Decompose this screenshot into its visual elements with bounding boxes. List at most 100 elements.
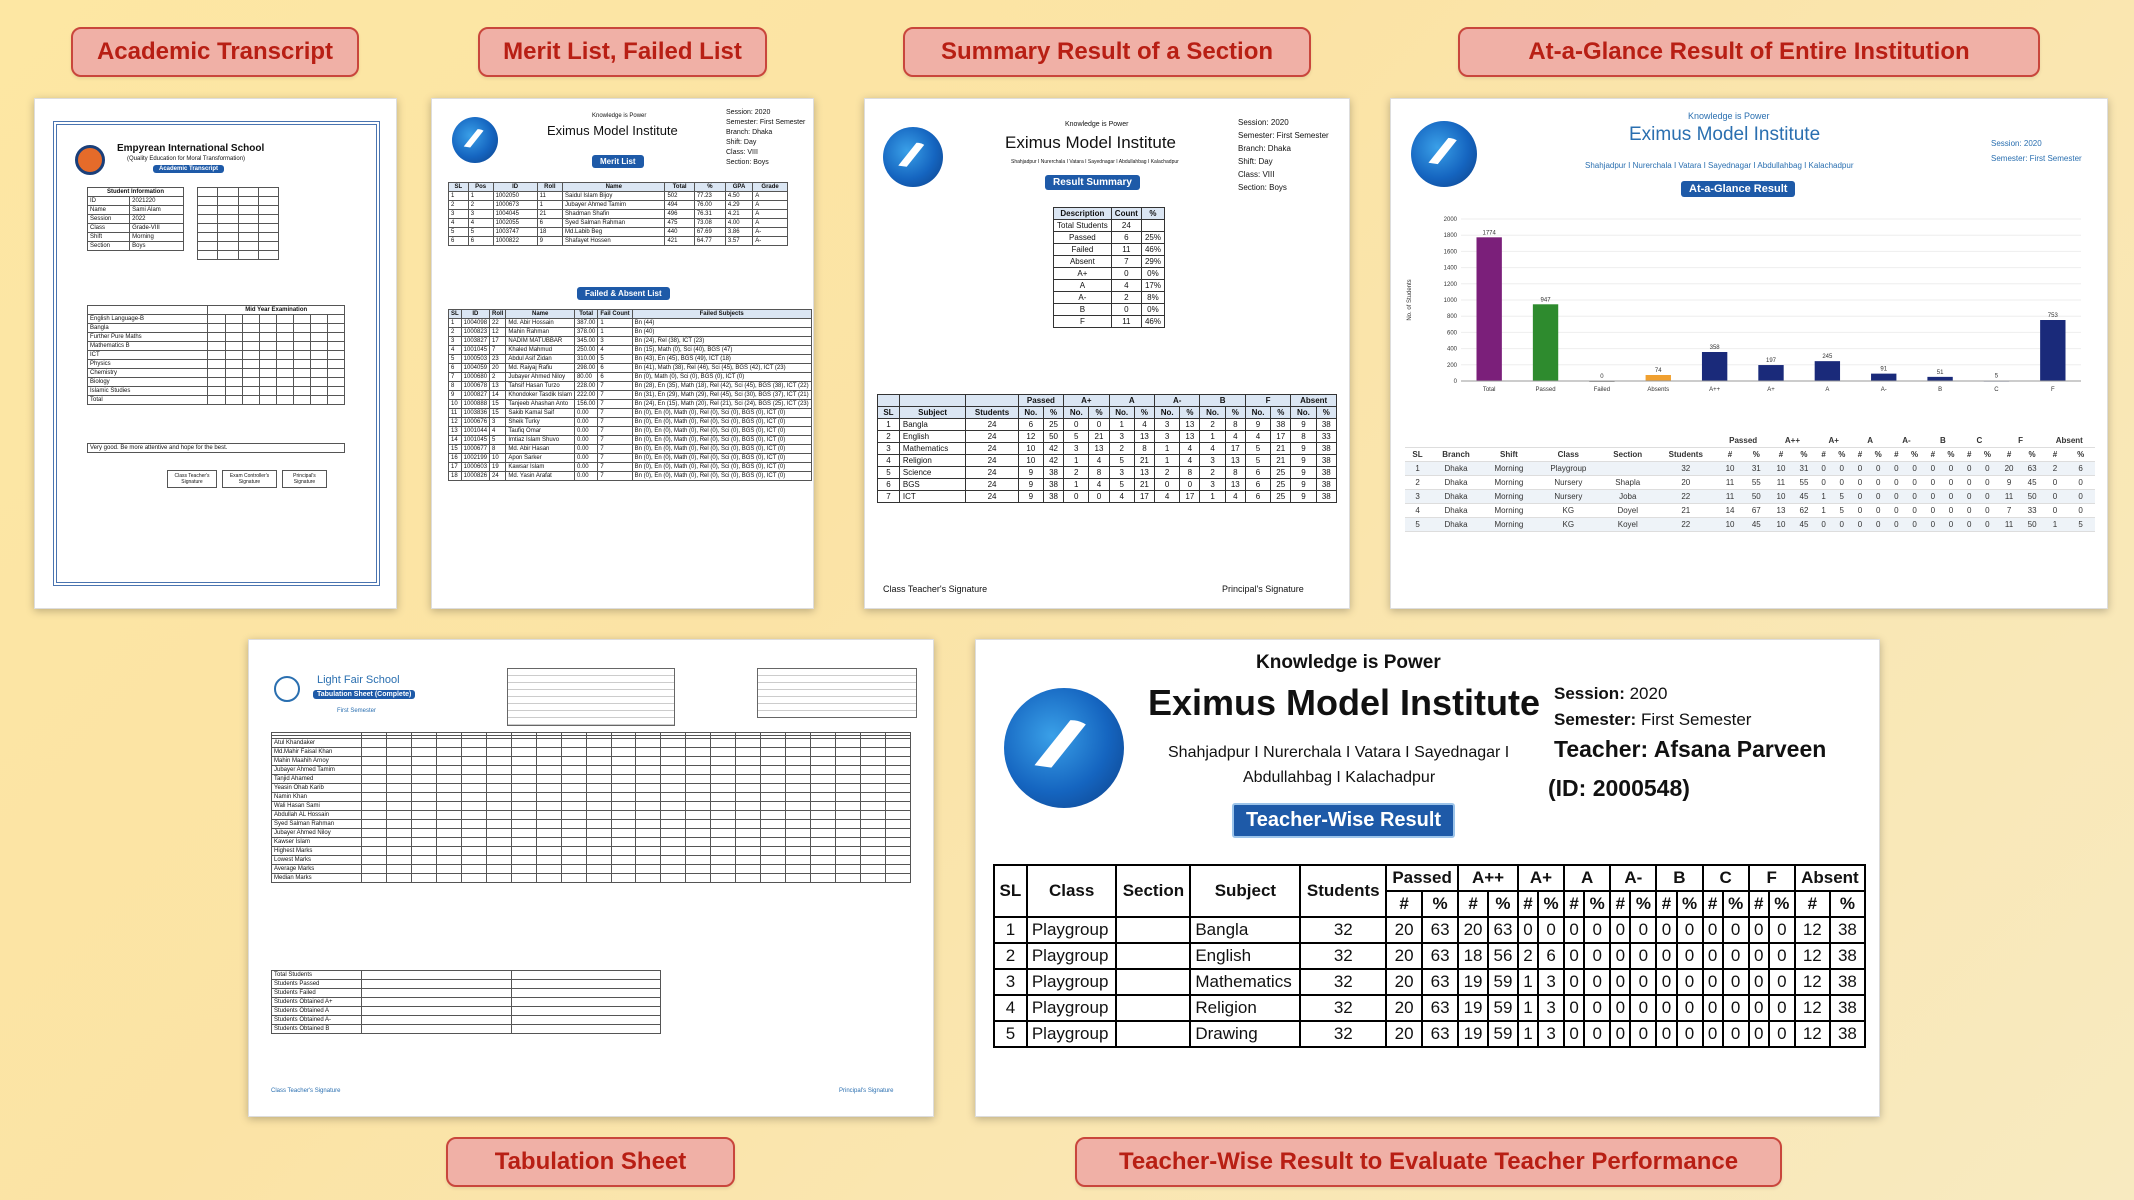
twr-cell: 12 (1793, 916, 1831, 944)
fail-cell: 7 (597, 435, 633, 445)
glance-cell: 3 (1405, 489, 1431, 504)
info-value: Sami Alam (129, 205, 184, 215)
fail-row: 8 1000678 13 Tahsif Hasan Turzo 228.00 7 Bn (2… (448, 381, 812, 391)
tab-student-row-cell (560, 801, 587, 811)
glance-session: Session: 2020 (1991, 139, 2042, 148)
subject-row: Further Pure Maths (86, 332, 346, 342)
glance-cell: 10 (1769, 517, 1793, 532)
teacher-panel: Knowledge is Power Eximus Model Institut… (975, 639, 1880, 1117)
summary-class: Class: VIII (1238, 170, 1275, 179)
subject-mark (224, 314, 243, 324)
sum-cell: 17 (1133, 490, 1156, 503)
merit-cell: 1 (536, 200, 564, 210)
fail-cell: 298.00 (573, 363, 599, 373)
fail-cell: Mahin Rahman (505, 327, 575, 337)
fail-row: 10 1000888 15 Tanjeeb Ahashan Anto 156.00 7 Bn… (448, 399, 812, 409)
tab-student-row-cell (510, 738, 537, 748)
twr-cell: 0 (1747, 968, 1770, 996)
tab-student-row-cell (810, 819, 837, 829)
twr-cell: 0 (1747, 994, 1770, 1022)
glance-cell: 0 (1831, 475, 1852, 490)
fail-cell: 9 (448, 390, 462, 400)
tab-student-row-cell (385, 801, 412, 811)
twr-cell: Playgroup (1025, 942, 1118, 970)
subject-name: Further Pure Maths (86, 332, 209, 342)
fail-cell: Kawsar Islam (505, 462, 575, 472)
info-key: Name (86, 205, 131, 215)
tab-summary-row-cell (885, 873, 911, 883)
sum-cell: Science (898, 466, 967, 479)
tab-student-row-cell (635, 738, 662, 748)
sum-row: 5 Science 24 9 38 2 8 3 13 2 8 2 8 6 25 9 38 (877, 466, 1338, 479)
merit-class: Class: VIII (726, 149, 758, 156)
tab-student-row-cell (361, 801, 387, 811)
subject-row: Total (86, 395, 346, 405)
sum-cell: 3 (1108, 430, 1135, 443)
sum-cell: BGS (898, 478, 967, 491)
subject-mark (326, 314, 346, 324)
desc-cell: Passed (1053, 231, 1112, 244)
tab-summary-row-cell (485, 846, 512, 856)
comment-table: Very good. Be more attentive and hope fo… (87, 443, 345, 453)
sum-row: 7 ICT 24 9 38 0 0 4 17 4 17 1 4 6 25 9 38 (877, 490, 1338, 503)
tab-student-row-cell (810, 801, 837, 811)
twr-cell: 0 (1701, 1020, 1724, 1048)
twr-cell: 0 (1563, 968, 1586, 996)
subject-mark (309, 359, 328, 369)
glance-cell: 0 (1924, 475, 1941, 490)
merit-badge: Merit List (592, 155, 644, 168)
twr-header: Subject (1189, 864, 1302, 918)
twr-cell: Mathematics (1189, 968, 1302, 996)
twr-cell: 0 (1675, 994, 1704, 1022)
twr-cell: 38 (1828, 916, 1867, 944)
tab-student-row-cell (810, 738, 837, 748)
subject-mark (326, 368, 346, 378)
glance-cell: 0 (1940, 503, 1962, 518)
twr-cell (1115, 994, 1192, 1022)
twr-cell: 0 (1701, 942, 1724, 970)
sum-cell: 38 (1315, 418, 1338, 431)
twr-cell: 0 (1563, 942, 1586, 970)
y-tick-label: 200 (1447, 363, 1458, 369)
merit-header: SL (448, 182, 469, 192)
fail-cell: NADIM MATUBBAR (505, 336, 575, 346)
tag-merit-list: Merit List, Failed List (478, 27, 767, 77)
tab-student-row-cell (660, 783, 687, 793)
twr-cell: 0 (1655, 994, 1678, 1022)
twr-sub-header: % (1629, 890, 1658, 918)
tab-total-label: Total Students (271, 970, 362, 980)
twr-cell: 56 (1487, 942, 1519, 970)
sum-cell: 24 (965, 442, 1019, 455)
twr-cell: 1 (1516, 968, 1540, 996)
glance-cell: 22 (1654, 517, 1717, 532)
subject-mark (292, 314, 311, 324)
merit-cell: 475 (664, 218, 695, 228)
desc-cell: A- (1053, 291, 1112, 304)
tab-student-row-cell (410, 819, 437, 829)
glance-row: 1 Dhaka Morning Playgroup 32 10 31 10 31 0 0 0 0 0 0 0 0… (1405, 461, 2095, 476)
sum-cell: 25 (1270, 466, 1292, 479)
fail-cell: 22 (489, 318, 507, 328)
tab-student-row-cell (460, 738, 487, 748)
twr-cell: 59 (1487, 994, 1519, 1022)
twr-cell: 32 (1299, 942, 1388, 970)
glance-cell: 0 (1888, 489, 1905, 504)
tab-student-row-cell (685, 765, 712, 775)
twr-cell: Playgroup (1025, 968, 1118, 996)
y-tick-label: 2000 (1444, 217, 1458, 223)
tab-student-row: Md.Mahir Faisal Khan (271, 747, 911, 757)
summary-semester: Semester: First Semester (1238, 131, 1329, 140)
desc-cell: 46% (1140, 315, 1166, 328)
tab-student-row-cell (535, 810, 562, 820)
subject-mark (292, 359, 311, 369)
merit-cell: 76.00 (693, 200, 726, 210)
x-tick-label: A+ (1767, 387, 1775, 393)
twr-cell: 0 (1675, 968, 1704, 996)
twr-sub-header: % (1421, 890, 1460, 918)
tab-student-row-cell (361, 810, 387, 820)
bar (1814, 361, 1841, 381)
subject-mark (275, 386, 294, 396)
fail-cell: Md. Raiyaj Rafiu (505, 363, 575, 373)
tab-student-row-cell (810, 774, 837, 784)
sum-cell: 6 (1017, 418, 1044, 431)
